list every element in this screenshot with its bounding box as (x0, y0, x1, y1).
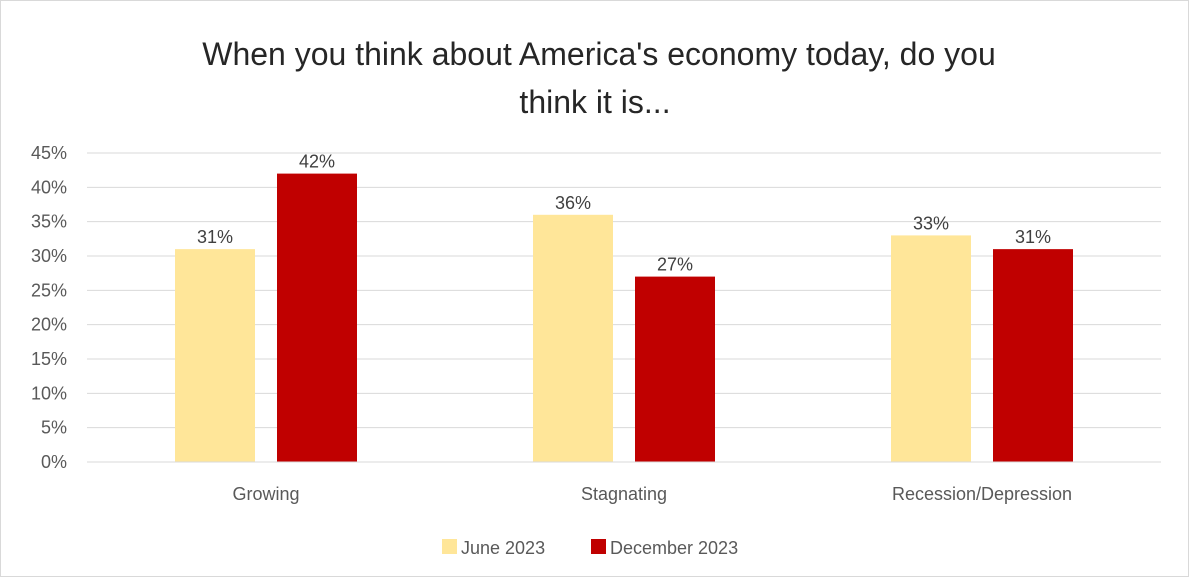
chart-title-line-2: think it is... (519, 84, 670, 120)
bar-december-2023 (993, 249, 1073, 462)
data-label: 36% (555, 193, 591, 213)
bar-june-2023 (175, 249, 255, 462)
bar-december-2023 (635, 276, 715, 462)
bar-june-2023 (533, 214, 613, 462)
y-tick-label: 20% (31, 315, 67, 335)
y-tick-label: 0% (41, 452, 67, 472)
data-label: 31% (197, 227, 233, 247)
y-tick-label: 40% (31, 177, 67, 197)
data-label: 27% (657, 255, 693, 275)
x-axis: Growing Stagnating Recession/Depression (87, 461, 1161, 504)
y-tick-label: 25% (31, 280, 67, 300)
legend-label: December 2023 (610, 538, 738, 558)
x-category-label: Growing (232, 484, 299, 504)
data-label: 33% (913, 213, 949, 233)
chart-title-line-1: When you think about America's economy t… (202, 36, 996, 72)
y-tick-label: 15% (31, 349, 67, 369)
legend: June 2023 December 2023 (442, 538, 738, 558)
y-tick-label: 10% (31, 383, 67, 403)
y-axis: 0% 5% 10% 15% 20% 25% 30% 35% 40% 45% (31, 143, 67, 472)
gridlines (87, 152, 1161, 463)
bar-june-2023 (891, 235, 971, 462)
legend-swatch (442, 539, 457, 554)
bars: 31% 42% 36% 27% 33% 31% (175, 152, 1073, 462)
legend-swatch (591, 539, 606, 554)
bar-december-2023 (277, 173, 357, 462)
y-tick-label: 35% (31, 212, 67, 232)
data-label: 31% (1015, 227, 1051, 247)
legend-label: June 2023 (461, 538, 545, 558)
x-category-label: Stagnating (581, 484, 667, 504)
y-tick-label: 30% (31, 246, 67, 266)
x-category-label: Recession/Depression (892, 484, 1072, 504)
y-tick-label: 5% (41, 418, 67, 438)
y-tick-label: 45% (31, 143, 67, 163)
chart-title: When you think about America's economy t… (202, 36, 996, 120)
data-label: 42% (299, 152, 335, 172)
